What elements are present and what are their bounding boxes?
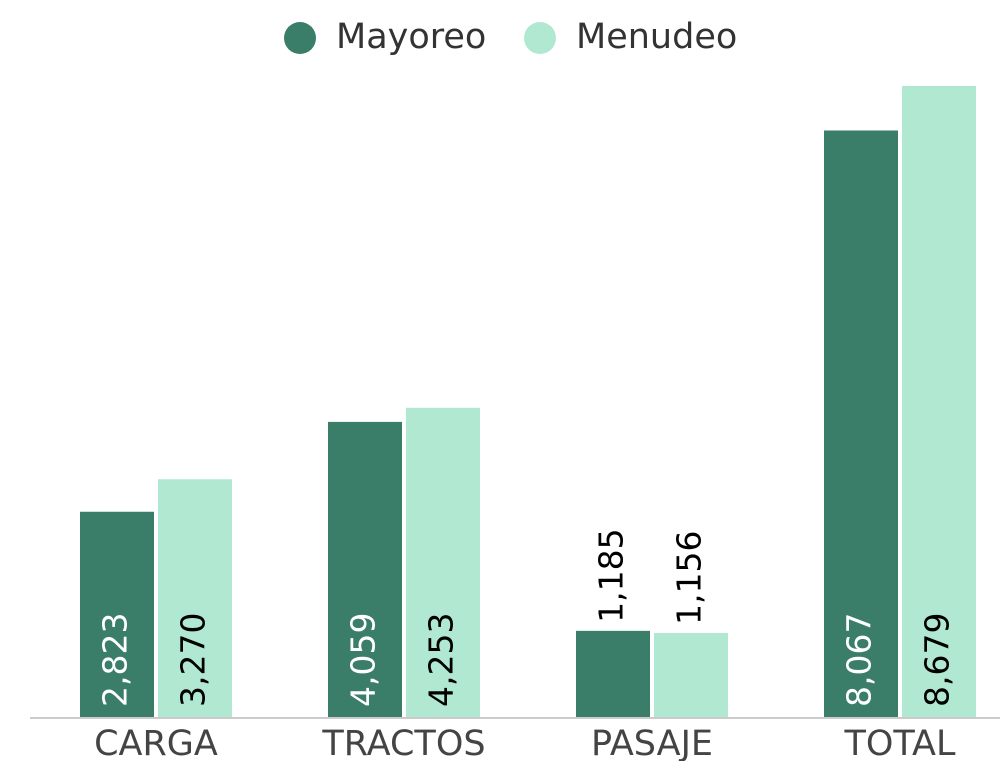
x-tick-label: CARGA <box>94 724 218 761</box>
value-label: 8,679 <box>918 613 957 707</box>
bar <box>576 630 650 717</box>
legend-swatch <box>524 22 556 54</box>
bar <box>406 407 480 717</box>
bar <box>902 86 976 717</box>
bar <box>824 130 898 717</box>
value-label: 3,270 <box>174 613 213 707</box>
legend-swatch <box>284 22 316 54</box>
bar <box>80 511 154 717</box>
value-label: 1,185 <box>592 528 631 622</box>
bar <box>328 421 402 717</box>
value-label: 4,253 <box>422 613 461 707</box>
x-tick-label: TRACTOS <box>321 724 485 761</box>
bar <box>158 479 232 717</box>
x-tick-label: TOTAL <box>843 724 956 761</box>
legend-label: Mayoreo <box>336 17 486 57</box>
value-label: 4,059 <box>344 613 383 707</box>
x-tick-label: PASAJE <box>591 724 713 761</box>
legend-label: Menudeo <box>576 17 737 57</box>
value-label: 1,156 <box>670 530 709 624</box>
value-label: 8,067 <box>840 613 879 707</box>
value-label: 2,823 <box>96 613 135 707</box>
bar <box>654 632 728 717</box>
